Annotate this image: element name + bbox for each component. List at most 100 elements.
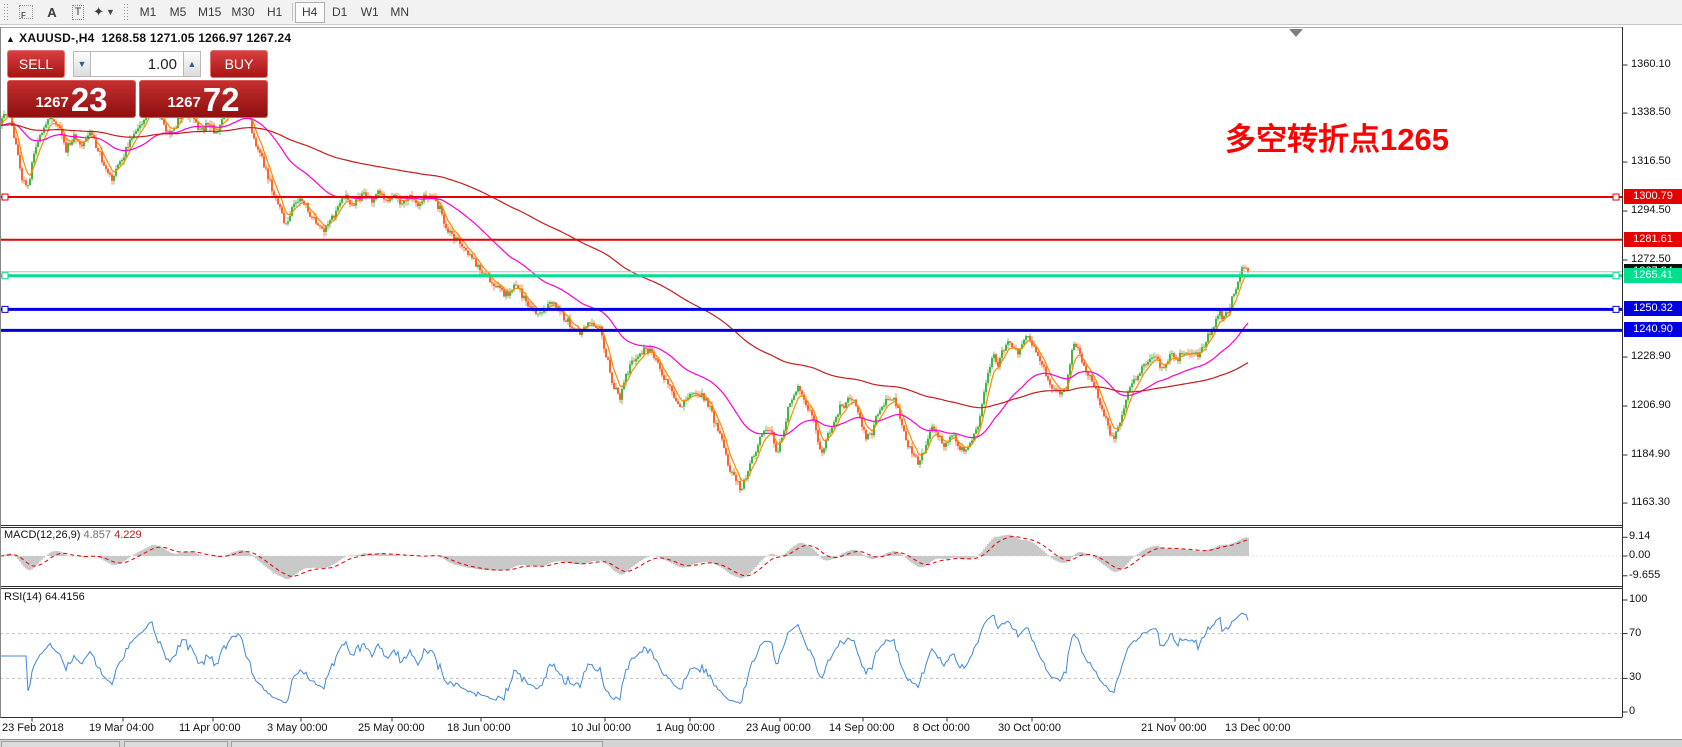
price-badge-1240.90: 1240.90: [1624, 322, 1682, 338]
date-axis-label: 14 Sep 00:00: [829, 722, 895, 734]
buy-button[interactable]: BUY: [210, 50, 268, 78]
collapse-triangle-icon[interactable]: ▲: [6, 34, 16, 44]
line-handle[interactable]: [1612, 272, 1620, 280]
price-axis-tick: 1316.50: [1631, 155, 1671, 168]
main-chart-plot[interactable]: [0, 97, 1622, 494]
date-axis-label: 18 Jun 00:00: [447, 722, 511, 734]
text-label-icon: T: [71, 4, 85, 20]
date-axis-label: 23 Aug 00:00: [746, 722, 811, 734]
price-badge-1300.79: 1300.79: [1624, 189, 1682, 205]
chart-window[interactable]: ▲ XAUUSD-,H4 1268.58 1271.05 1266.97 1267…: [0, 26, 1682, 747]
date-axis-label: 11 Apr 00:00: [179, 722, 241, 734]
symbol-period: XAUUSD-,H4: [19, 31, 95, 45]
ohlc-close: 1267.24: [246, 31, 292, 45]
price-badge-1250.32: 1250.32: [1624, 301, 1682, 317]
price-badge-1281.61: 1281.61: [1624, 231, 1682, 247]
price-axis-tick: 1272.50: [1631, 252, 1671, 265]
chart-canvas[interactable]: [0, 26, 1682, 739]
volume-input[interactable]: [91, 51, 183, 77]
buy-price-big: 72: [202, 81, 240, 118]
volume-increase-button[interactable]: ▲: [183, 51, 201, 77]
timeframe-button-M15[interactable]: M15: [193, 2, 226, 23]
price-axis-tick: 1294.50: [1631, 204, 1671, 217]
rsi-scale-tick: 0: [1629, 705, 1636, 717]
taskbar-button[interactable]: [124, 741, 228, 747]
macd-main-value: 4.857: [83, 529, 112, 541]
date-axis-label: 21 Nov 00:00: [1141, 722, 1207, 734]
chart-title: ▲ XAUUSD-,H4 1268.58 1271.05 1266.97 1267…: [6, 31, 291, 45]
text-annotation-tool-button[interactable]: A: [39, 2, 65, 23]
volume-stepper: ▼ ▲: [73, 50, 201, 78]
ohlc-high: 1271.05: [149, 31, 195, 45]
line-handle[interactable]: [1612, 305, 1620, 313]
date-axis-label: 30 Oct 00:00: [998, 722, 1061, 734]
timeframe-button-W1[interactable]: W1: [355, 2, 385, 23]
date-axis-label: 3 May 00:00: [267, 722, 328, 734]
date-axis-label: 13 Dec 00:00: [1225, 722, 1291, 734]
date-axis-label: 23 Feb 2018: [2, 722, 64, 734]
sell-button[interactable]: SELL: [7, 50, 65, 78]
date-axis-label: 19 Mar 04:00: [89, 722, 154, 734]
macd-scale-tick: -9.655: [1629, 568, 1661, 581]
rsi-scale-tick: 30: [1629, 671, 1642, 684]
date-axis-label: 1 Aug 00:00: [656, 722, 715, 734]
arrows-tool-button[interactable]: ✦ ▼: [91, 2, 117, 23]
ohlc-low: 1266.97: [198, 31, 243, 45]
timeframe-separator: [291, 3, 293, 21]
timeframe-button-group: M1 M5 M15 M30 H1 H4 D1 W1 MN: [133, 1, 415, 23]
price-axis-tick: 1338.50: [1631, 106, 1671, 119]
toolbar-grip-2[interactable]: [123, 4, 130, 20]
toolbar-grip[interactable]: [3, 4, 10, 20]
line-handle[interactable]: [1, 305, 9, 313]
macd-signal-line: [0, 535, 1249, 577]
ohlc-open: 1268.58: [101, 31, 147, 45]
line-handle[interactable]: [1612, 193, 1620, 201]
sell-price-button[interactable]: 1267 23: [7, 80, 136, 118]
sell-price-big: 23: [70, 81, 108, 118]
macd-panel[interactable]: [0, 534, 1622, 580]
ma-line-slow: [0, 124, 1249, 409]
rsi-label: RSI(14) 64.4156: [4, 591, 85, 603]
chevron-down-icon: ▼: [105, 7, 115, 17]
rsi-scale-tick: 100: [1629, 593, 1648, 605]
timeframe-button-M5[interactable]: M5: [163, 2, 193, 23]
line-handle[interactable]: [1, 272, 9, 280]
timeframe-button-D1[interactable]: D1: [325, 2, 355, 23]
ma-line-medium: [0, 117, 1249, 439]
timeframe-button-H4[interactable]: H4: [294, 1, 325, 23]
ma-line-fast: [0, 102, 1249, 482]
chart-shift-tool-button[interactable]: F: [13, 2, 39, 23]
rsi-panel[interactable]: [0, 612, 1622, 705]
timeframe-button-M1[interactable]: M1: [133, 2, 163, 23]
volume-decrease-button[interactable]: ▼: [73, 51, 91, 77]
sell-price-small: 1267: [35, 94, 69, 111]
chart-shift-marker-icon[interactable]: [1289, 29, 1303, 37]
macd-scale-tick: 0.00: [1629, 549, 1651, 561]
rsi-line: [0, 612, 1249, 705]
macd-scale-tick: 9.14: [1629, 530, 1651, 543]
candlesticks: [1, 97, 1249, 494]
date-axis-label: 8 Oct 00:00: [913, 722, 970, 734]
price-axis-tick: 1206.90: [1631, 399, 1671, 412]
taskbar-button[interactable]: [231, 741, 603, 747]
date-axis-label: 10 Jul 00:00: [571, 722, 631, 734]
one-click-trading-panel: SELL ▼ ▲ BUY 1267 23 1267 72: [7, 50, 268, 118]
date-axis-label: 25 May 00:00: [358, 722, 425, 734]
timeframe-button-MN[interactable]: MN: [385, 2, 415, 23]
line-handle[interactable]: [1, 193, 9, 201]
taskbar-edge[interactable]: [0, 739, 1682, 747]
taskbar-button[interactable]: [1, 741, 120, 747]
rsi-scale-tick: 70: [1629, 626, 1642, 639]
text-annotation-icon: A: [47, 4, 57, 20]
chart-text-annotation: 多空转折点1265: [1225, 122, 1449, 157]
buy-price-small: 1267: [167, 94, 201, 111]
timeframe-button-H1[interactable]: H1: [260, 2, 290, 23]
buy-price-button[interactable]: 1267 72: [139, 80, 268, 118]
price-axis-tick: 1228.90: [1631, 350, 1671, 363]
timeframe-button-M30[interactable]: M30: [226, 2, 259, 23]
chart-shift-icon: F: [19, 5, 33, 20]
rsi-value: 64.4156: [44, 591, 85, 603]
text-label-tool-button[interactable]: T: [65, 2, 91, 23]
price-axis-tick: 1184.90: [1631, 447, 1670, 460]
